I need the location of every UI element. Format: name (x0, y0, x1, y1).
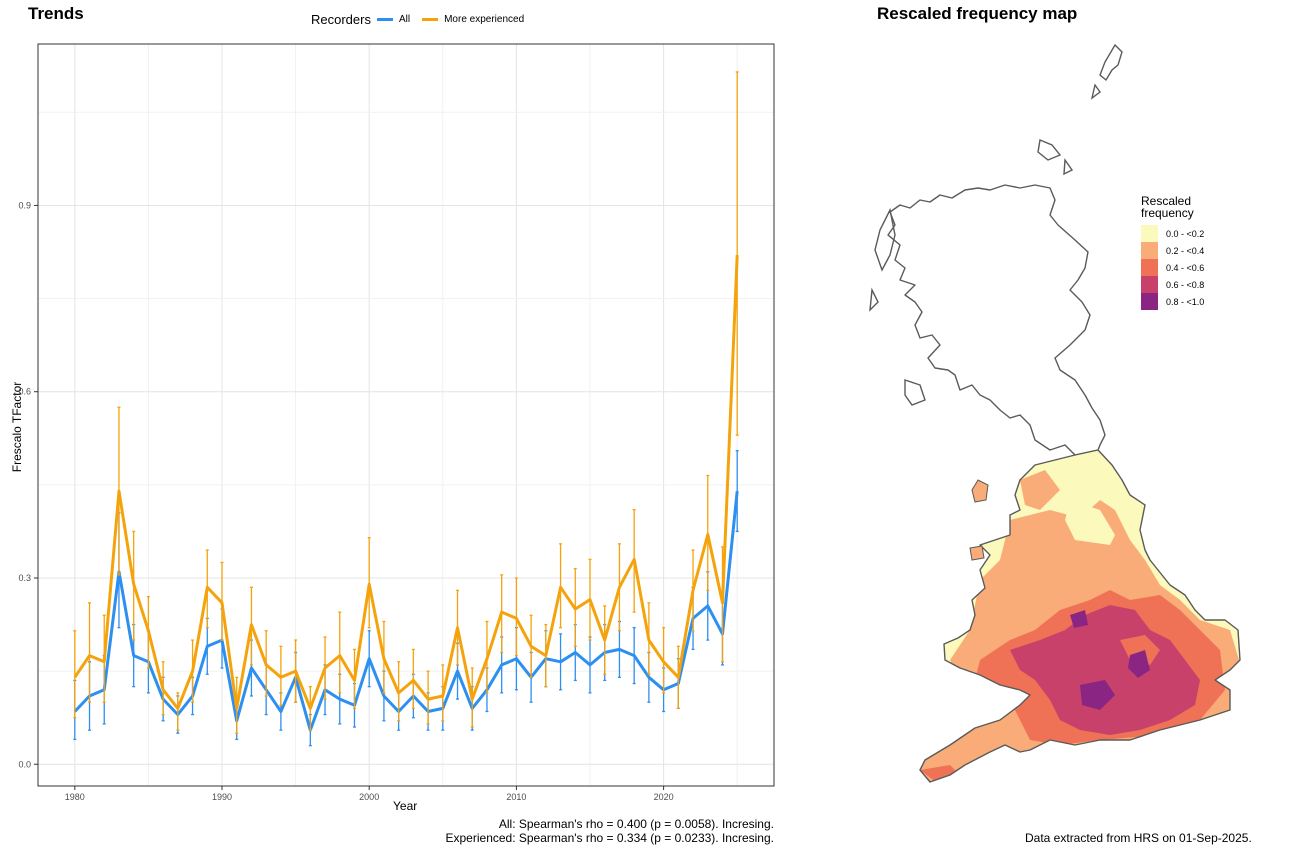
shetland-outline (1090, 43, 1123, 100)
legend-swatch-4 (1141, 293, 1158, 310)
legend-swatch-1 (1141, 242, 1158, 259)
legend-swatch-all (376, 18, 393, 21)
orkney-outline (1037, 139, 1074, 176)
map-legend-item: 0.8 - <1.0 (1141, 293, 1204, 310)
trends-title: Trends (28, 4, 84, 23)
x-tick-label: 2000 (359, 792, 379, 802)
x-tick-label: 1990 (212, 792, 232, 802)
islay-outline (904, 379, 926, 406)
x-tick-label: 1980 (65, 792, 85, 802)
legend-swatch-2 (1141, 259, 1158, 276)
y-tick-label: 0.6 (18, 387, 31, 397)
legend-title: Recorders (311, 12, 371, 27)
y-tick-label: 0.0 (18, 759, 31, 769)
isle-of-man (971, 479, 989, 503)
series-layer (73, 71, 739, 747)
chart-legend: Recorders All More experienced (311, 12, 524, 27)
gb-map (869, 43, 1241, 783)
legend-swatch-experienced (422, 18, 439, 21)
legend-swatch-0 (1141, 225, 1158, 242)
legend-swatch-3 (1141, 276, 1158, 293)
plot-panel-border (37, 43, 775, 787)
legend-label-experienced: More experienced (444, 14, 525, 25)
stat-experienced: Experienced: Spearman's rho = 0.334 (p =… (445, 831, 775, 845)
map-legend: Rescaled frequency 0.0 - <0.2 0.2 - <0.4… (1141, 195, 1204, 310)
y-tick-label: 0.9 (18, 200, 31, 210)
series-line (73, 255, 739, 710)
stat-all: All: Spearman's rho = 0.400 (p = 0.0058)… (498, 817, 774, 831)
x-axis-title: Year (393, 799, 418, 813)
map-caption: Data extracted from HRS on 01-Sep-2025. (1025, 831, 1252, 845)
legend-label-all: All (398, 14, 411, 25)
x-tick-label: 2020 (654, 792, 674, 802)
map-legend-item: 0.2 - <0.4 (1141, 242, 1204, 259)
map-legend-item: 0.4 - <0.6 (1141, 259, 1204, 276)
x-tick-label: 2010 (506, 792, 526, 802)
map-title: Rescaled frequency map (877, 4, 1078, 23)
series-more-experienced (73, 71, 739, 734)
y-tick-label: 0.3 (18, 573, 31, 583)
frequency-surface (920, 470, 1240, 782)
series-line (73, 490, 739, 732)
trends-chart: 1980 1990 2000 2010 2020 0.0 0.3 0.6 0.9 (18, 43, 775, 802)
map-legend-item: 0.0 - <0.2 (1141, 225, 1204, 242)
map-legend-item: 0.6 - <0.8 (1141, 276, 1204, 293)
anglesey-outline (969, 545, 985, 561)
map-legend-title: Rescaled frequency (1141, 194, 1194, 220)
hebrides-outline (869, 207, 896, 312)
scotland-outline (887, 184, 1106, 456)
england-wales-outline (919, 449, 1241, 783)
axis-ticks: 1980 1990 2000 2010 2020 0.0 0.3 0.6 0.9 (18, 200, 673, 802)
